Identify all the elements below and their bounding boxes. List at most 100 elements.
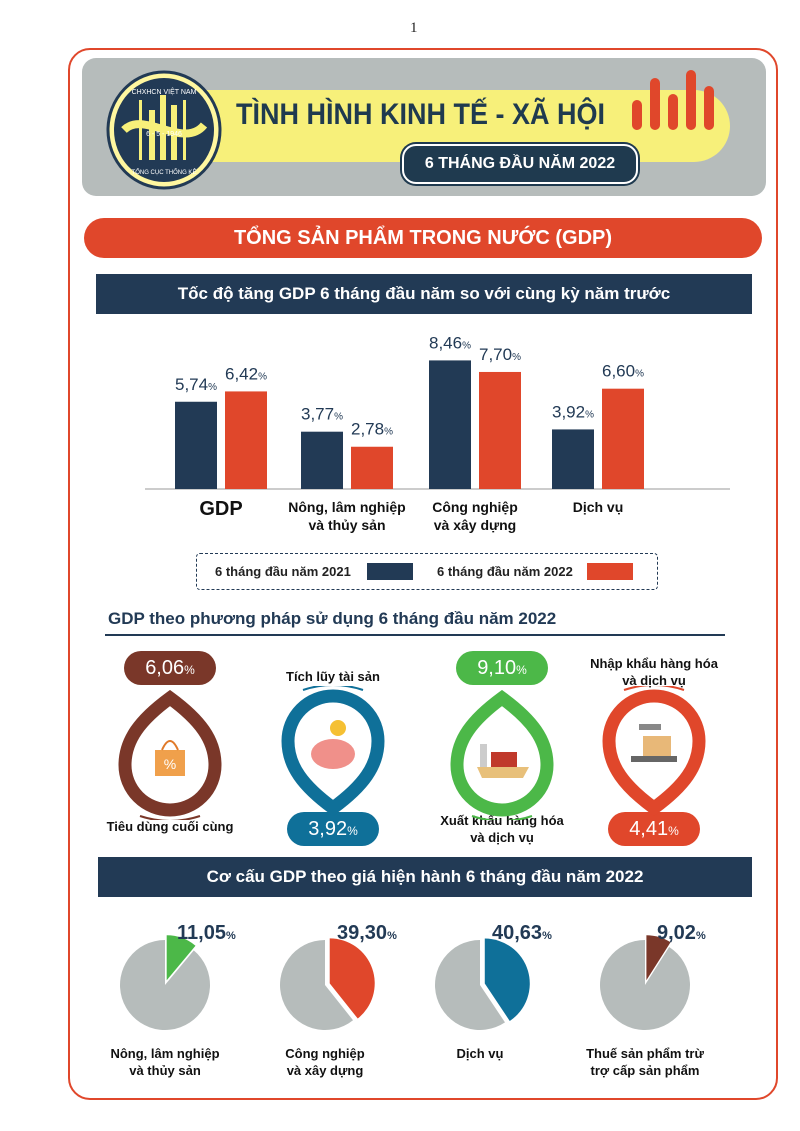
bar-2022	[351, 446, 393, 489]
scale-boxes-badge	[602, 686, 706, 816]
legend-label-2021: 6 tháng đầu năm 2021	[215, 564, 351, 579]
logo-text-bottom: TỔNG CỤC THỐNG KÊ	[132, 168, 197, 176]
value-pill: 6,06%	[124, 651, 216, 685]
pie-category-label: Công nghiệp và xây dựng	[245, 1045, 405, 1079]
unit: %	[387, 930, 397, 942]
unit: %	[184, 663, 195, 677]
value-text: 40,63	[492, 922, 543, 944]
legend-swatch-2021	[367, 563, 413, 580]
value-text: 3,92	[308, 818, 348, 840]
unit: %	[695, 930, 706, 942]
section-divider	[105, 634, 725, 636]
value-pill: 3,92%	[287, 812, 379, 846]
label-line: Dịch vụ	[456, 1046, 504, 1061]
category-label-line: Công nghiệp	[432, 499, 518, 515]
label-line: và dịch vụ	[622, 673, 686, 688]
pie-category-label: Nông, lâm nghiệp và thủy sản	[85, 1045, 245, 1079]
pie-chart	[120, 935, 210, 1030]
label-line: Thuế sản phẩm trừ	[586, 1046, 704, 1061]
logo-text-date: 6 - 5 - 1946	[146, 131, 182, 138]
pie-slice	[646, 935, 671, 981]
pie-category-label: Thuế sản phẩm trừ trợ cấp sản phẩm	[565, 1045, 725, 1079]
infographic-frame	[68, 48, 778, 1100]
category-label: Dịch vụ	[528, 498, 668, 516]
value-pill: 9,10%	[456, 651, 548, 685]
logo-text-top: CHXHCN VIỆT NAM	[132, 87, 197, 96]
value-pill: 4,41%	[608, 812, 700, 846]
bar-2021	[301, 431, 343, 489]
pie-slice-rest	[120, 940, 210, 1030]
chart-legend: 6 tháng đầu năm 2021 6 tháng đầu năm 202…	[196, 553, 658, 590]
bar-2022	[602, 388, 644, 489]
piggy-bank-badge	[281, 686, 385, 816]
label-line: và dịch vụ	[470, 830, 534, 845]
pie-category-label: Dịch vụ	[400, 1045, 560, 1062]
pie-chart	[600, 935, 690, 1030]
pie-slice	[329, 938, 375, 1019]
indicator-label: Xuất khẩu hàng hóa và dịch vụ	[422, 812, 582, 846]
unit: %	[347, 824, 358, 838]
bar-chart-title: Tốc độ tăng GDP 6 tháng đầu năm so với c…	[96, 274, 752, 314]
bar-2022	[479, 371, 521, 489]
structure-section-title: Cơ cấu GDP theo giá hiện hành 6 tháng đầ…	[98, 857, 752, 897]
bar-value-label: 5,74%	[175, 375, 217, 394]
pie-slice-rest	[280, 940, 354, 1030]
bar-2021	[175, 401, 217, 489]
indicator-label: Tích lũy tài sản	[253, 668, 413, 685]
category-label-line: GDP	[199, 498, 243, 520]
pie-slice	[166, 935, 196, 981]
pie-value-label: 11,05%	[177, 922, 236, 945]
bar-value-label: 8,46%	[429, 333, 471, 352]
bar-value-label: 2,78%	[351, 420, 393, 439]
label-line: và xây dựng	[286, 1063, 364, 1078]
label-line: Tích lũy tài sản	[286, 669, 380, 684]
label-line: Công nghiệp	[285, 1046, 365, 1061]
unit: %	[542, 930, 552, 942]
bar-value-label: 6,42%	[225, 364, 267, 383]
period-badge: 6 THÁNG ĐẦU NĂM 2022	[402, 144, 638, 184]
pie-chart	[280, 938, 375, 1030]
cargo-ship-icon	[477, 744, 529, 778]
category-label-line: Dịch vụ	[572, 499, 624, 515]
label-line: Tiêu dùng cuối cùng	[106, 819, 234, 834]
shopping-bag-badge: %	[118, 690, 222, 820]
bar-2021	[552, 429, 594, 489]
shopping-bag-icon: %	[155, 740, 185, 776]
category-label: GDP	[151, 498, 291, 520]
value-text: 11,05	[177, 922, 226, 944]
pie-value-label: 9,02%	[657, 922, 706, 945]
bar-2022	[225, 391, 267, 489]
value-text: 4,41	[629, 818, 669, 840]
pie-slice-rest	[600, 940, 690, 1030]
unit: %	[668, 824, 679, 838]
gdp-growth-bar-chart: 5,74% 3,77% 8,46% 3,92% 6,42% 2,78% 7,70% 6,60%	[145, 333, 730, 490]
pie-value-label: 40,63%	[492, 922, 552, 945]
pie-chart	[435, 938, 530, 1030]
bar-value-label: 3,77%	[301, 405, 343, 424]
pie-slice-rest	[435, 940, 505, 1030]
unit: %	[516, 663, 527, 677]
main-title: TÌNH HÌNH KINH TẾ - XÃ HỘI	[236, 98, 605, 131]
value-text: 9,02	[657, 922, 696, 944]
pie-slice	[484, 938, 530, 1021]
label-line: và thủy sản	[129, 1063, 201, 1078]
label-line: trợ cấp sản phẩm	[590, 1063, 700, 1078]
indicator-label: Tiêu dùng cuối cùng	[90, 818, 250, 835]
expenditure-section-title: GDP theo phương pháp sử dụng 6 tháng đầu…	[108, 609, 557, 628]
piggy-bank-icon	[311, 720, 355, 769]
value-text: 6,06	[145, 657, 185, 679]
section-title: TỔNG SẢN PHẨM TRONG NƯỚC (GDP)	[84, 218, 762, 258]
bar-value-label: 3,92%	[552, 402, 594, 421]
svg-text:%: %	[164, 756, 176, 772]
bar-value-label: 7,70%	[479, 345, 521, 364]
label-line: Nhập khẩu hàng hóa	[590, 656, 718, 671]
legend-swatch-2022	[587, 563, 633, 580]
label-line: Nông, lâm nghiệp	[110, 1046, 220, 1061]
category-label-line: và xây dựng	[433, 517, 517, 533]
bar-2021	[429, 360, 471, 489]
value-text: 39,30	[337, 922, 388, 944]
unit: %	[225, 930, 236, 942]
pie-value-label: 39,30%	[337, 922, 397, 945]
legend-label-2022: 6 tháng đầu năm 2022	[437, 564, 573, 579]
value-text: 9,10	[477, 657, 517, 679]
